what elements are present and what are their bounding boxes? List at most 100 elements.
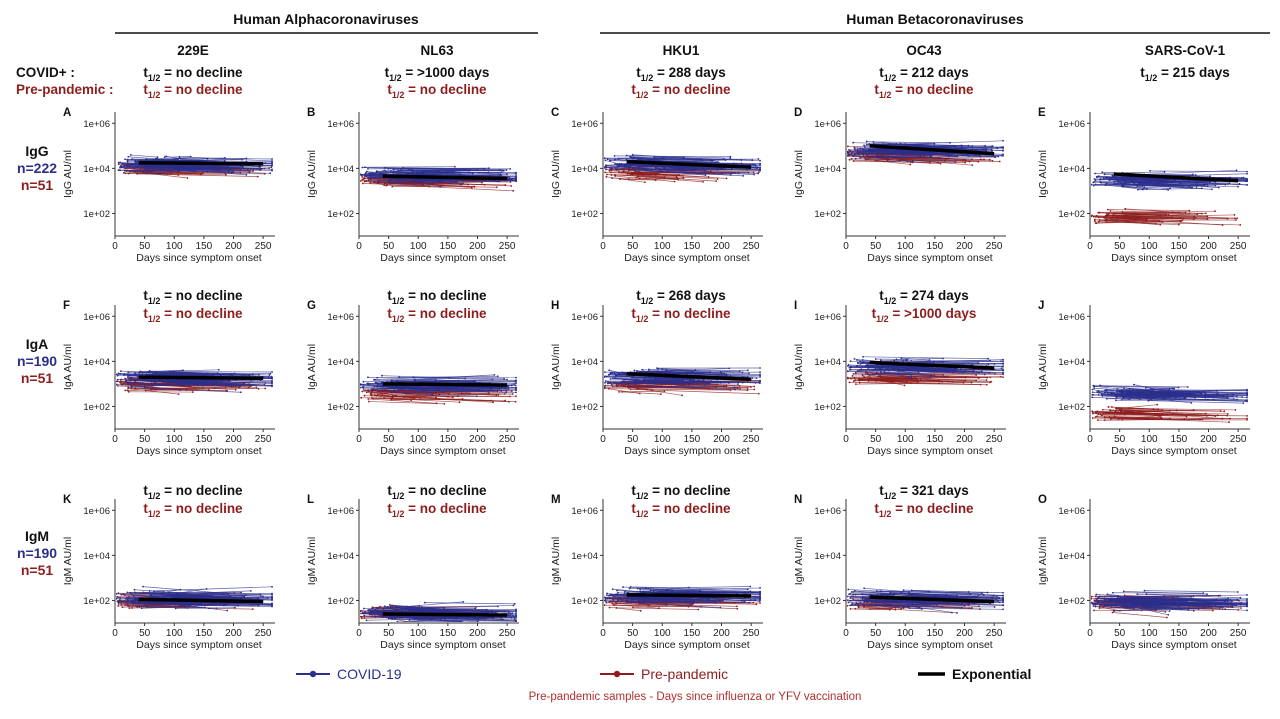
- covid-point: [757, 158, 759, 160]
- prepandemic-point: [862, 375, 864, 377]
- prepandemic-point: [123, 172, 125, 174]
- covid-point: [367, 168, 369, 170]
- exponential-fit-line: [383, 176, 507, 178]
- prepandemic-point: [1109, 210, 1111, 212]
- covid-point: [134, 589, 136, 591]
- prepandemic-point: [391, 186, 393, 188]
- y-axis-label: IgA AU/ml: [1037, 344, 1049, 390]
- covid-point: [1226, 396, 1228, 398]
- x-axis-label: Days since symptom onset: [624, 252, 750, 264]
- covid-point: [396, 173, 398, 175]
- y-tick-label: 1e+06: [83, 312, 110, 323]
- covid-point: [751, 377, 753, 379]
- covid-point: [629, 156, 631, 158]
- prepandemic-point: [1183, 218, 1185, 220]
- y-tick-label: 1e+04: [83, 357, 110, 368]
- covid-point: [859, 361, 861, 363]
- x-tick-label: 150: [927, 434, 944, 445]
- covid-point: [439, 181, 441, 183]
- covid-point: [391, 392, 393, 394]
- x-tick-label: 150: [196, 241, 213, 252]
- covid-point: [515, 388, 517, 390]
- covid-point: [1246, 173, 1248, 175]
- x-tick-label: 0: [356, 241, 362, 252]
- y-tick-label: 1e+06: [1058, 119, 1085, 130]
- prepandemic-point: [610, 172, 612, 174]
- covid-point: [664, 377, 666, 379]
- prepandemic-point: [252, 608, 254, 610]
- covid-point: [755, 382, 757, 384]
- x-tick-label: 100: [654, 434, 671, 445]
- prepandemic-point: [606, 176, 608, 178]
- covid-point: [149, 590, 151, 592]
- covid-point: [641, 369, 643, 371]
- halflife-subscript: 1/2: [148, 90, 161, 100]
- prepandemic-point: [753, 386, 755, 388]
- covid-point: [930, 376, 932, 378]
- covid-point: [164, 156, 166, 158]
- covid-point: [661, 171, 663, 173]
- prepandemic-point: [999, 161, 1001, 163]
- covid-point: [912, 160, 914, 162]
- covid-point: [866, 141, 868, 143]
- prepandemic-point: [715, 180, 717, 182]
- covid-point: [759, 371, 761, 373]
- covid-point: [759, 163, 761, 165]
- prepandemic-point: [410, 399, 412, 401]
- covid-point: [116, 384, 118, 386]
- covid-point: [127, 160, 129, 162]
- y-axis-label: IgG AU/ml: [793, 150, 805, 198]
- prepandemic-point: [1091, 410, 1093, 412]
- covid-point: [1214, 185, 1216, 187]
- covid-point: [905, 368, 907, 370]
- covid-point: [232, 171, 234, 173]
- covid-point: [1104, 173, 1106, 175]
- legend-covid-prefix: COVID+ :: [16, 65, 75, 80]
- x-tick-label: 100: [897, 241, 914, 252]
- prepandemic-point: [1154, 411, 1156, 413]
- prepandemic-point: [1234, 217, 1236, 219]
- prepandemic-point: [971, 164, 973, 166]
- x-tick-label: 150: [440, 241, 457, 252]
- covid-point: [271, 599, 273, 601]
- covid-point: [759, 376, 761, 378]
- covid-point: [678, 167, 680, 169]
- covid-point: [1115, 399, 1117, 401]
- covid-point: [271, 586, 273, 588]
- prepandemic-point: [123, 383, 125, 385]
- covid-point: [449, 377, 451, 379]
- covid-point: [165, 155, 167, 157]
- covid-point: [1101, 393, 1103, 395]
- covid-point: [515, 172, 517, 174]
- halflife-covid: t1/2 = no decline: [143, 288, 243, 306]
- halflife-covid: t1/2 = 215 days: [1140, 65, 1229, 83]
- covid-point: [1209, 175, 1211, 177]
- y-tick-label: 1e+04: [814, 164, 841, 175]
- covid-point: [1002, 140, 1004, 142]
- prepandemic-point: [1092, 417, 1094, 419]
- x-tick-label: 250: [743, 241, 760, 252]
- halflife-value: = no decline: [160, 65, 243, 80]
- prepandemic-point: [854, 379, 856, 381]
- halflife-covid: t1/2 = 212 days: [879, 65, 968, 83]
- prepandemic-point: [366, 391, 368, 393]
- panel-letter: A: [63, 107, 71, 119]
- prepandemic-point: [386, 184, 388, 186]
- covid-point: [373, 385, 375, 387]
- group-label-alpha: Human Alphacoronaviruses: [233, 11, 419, 27]
- covid-point: [1092, 182, 1094, 184]
- halflife-covid: t1/2 = no decline: [143, 483, 243, 501]
- halflife-covid: t1/2 = no decline: [143, 65, 243, 83]
- covid-point: [118, 372, 120, 374]
- covid-point: [863, 155, 865, 157]
- x-tick-label: 250: [255, 628, 272, 639]
- covid-point: [381, 375, 383, 377]
- legend-prepandemic-prefix: Pre-pandemic :: [16, 82, 114, 97]
- n-prepandemic: n=51: [21, 370, 54, 386]
- series-lines: [118, 154, 273, 179]
- x-tick-label: 200: [1200, 434, 1217, 445]
- x-tick-label: 200: [469, 434, 486, 445]
- x-tick-label: 50: [383, 241, 395, 252]
